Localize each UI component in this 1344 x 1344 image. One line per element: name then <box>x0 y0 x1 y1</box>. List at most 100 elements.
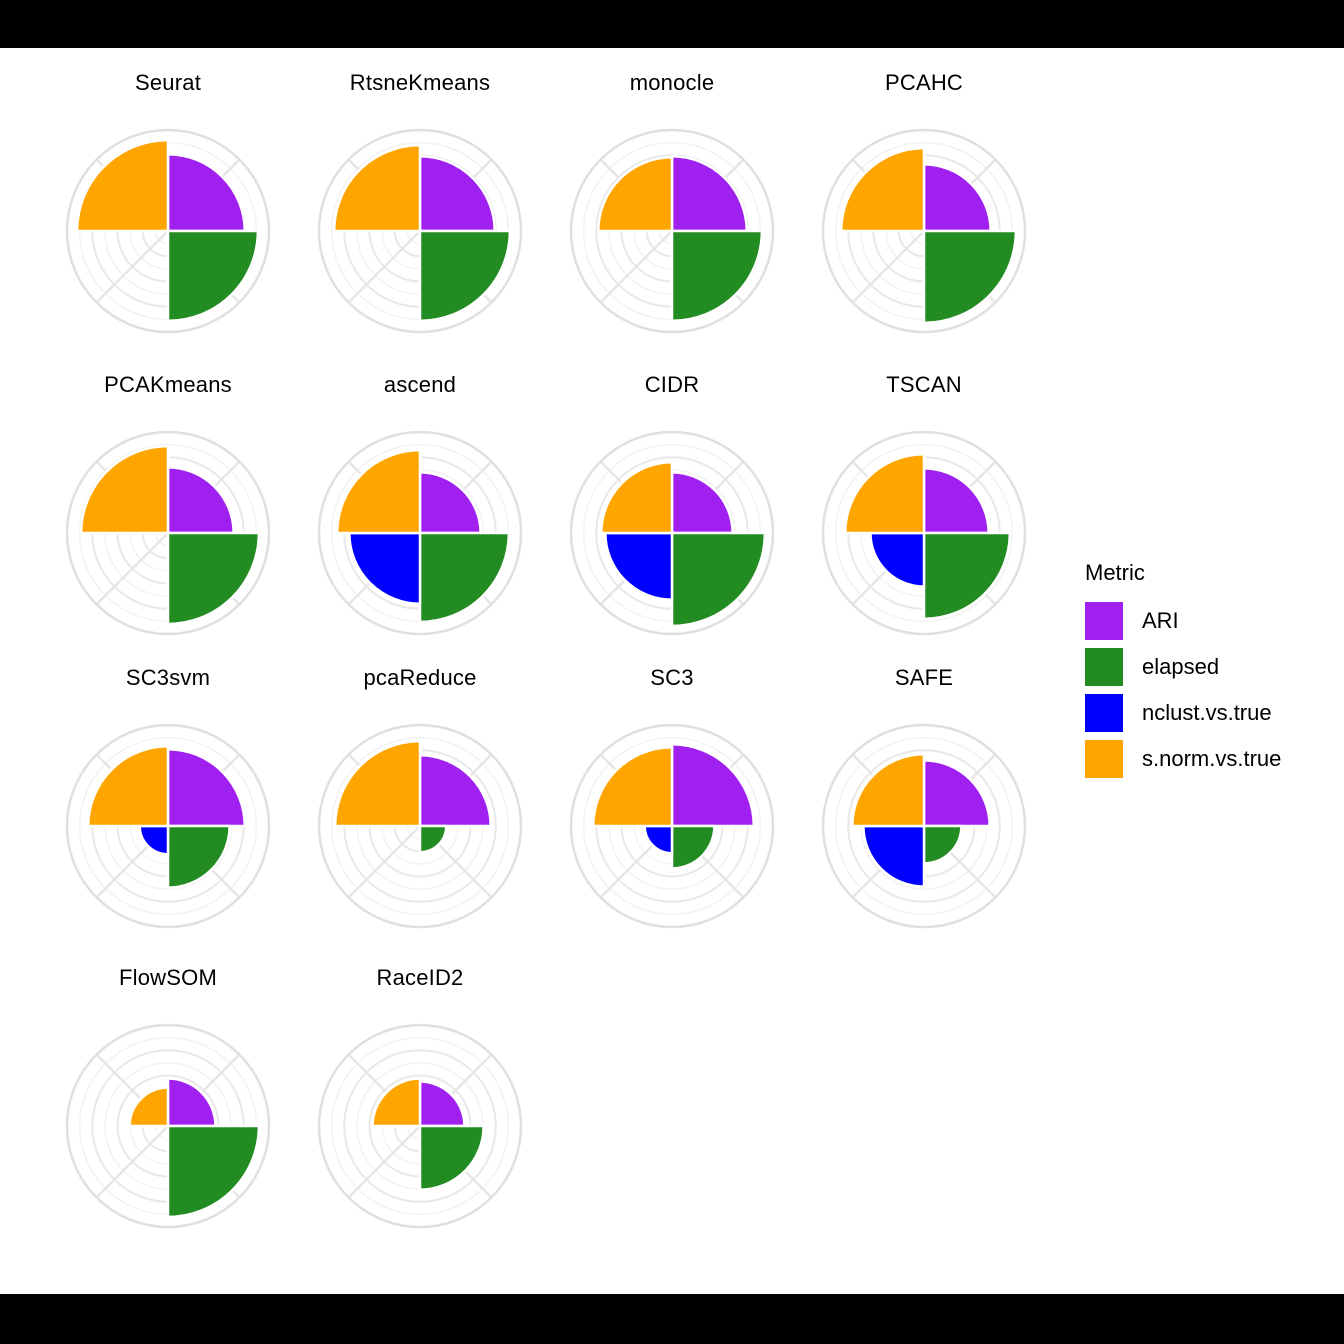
facet-panel-PCAHC: PCAHC <box>798 48 1050 348</box>
polar-chart-RaceID2 <box>317 1023 523 1229</box>
wedge-s.norm.vs.true <box>333 739 422 828</box>
facet-panel-SC3svm: SC3svm <box>42 643 294 943</box>
wedge-elapsed <box>166 824 231 889</box>
legend-swatch-nclust.vs.true <box>1085 694 1123 732</box>
facet-panel-SAFE: SAFE <box>798 643 1050 943</box>
polar-chart-Seurat <box>65 128 271 334</box>
facet-panel-ascend: ascend <box>294 350 546 650</box>
wedge-elapsed <box>166 531 261 626</box>
wedge-ARI <box>418 754 492 828</box>
wedge-nclust.vs.true <box>138 824 170 856</box>
wedge-s.norm.vs.true <box>839 146 926 233</box>
facet-title: PCAHC <box>884 70 963 95</box>
wedge-s.norm.vs.true <box>371 1077 422 1128</box>
wedge-nclust.vs.true <box>348 531 422 605</box>
facet-title: Seurat <box>134 70 202 95</box>
grid-ring-minor <box>330 736 510 916</box>
polar-chart-TSCAN <box>821 430 1027 636</box>
wedge-elapsed <box>670 824 716 870</box>
facet-panel-TSCAN: TSCAN <box>798 350 1050 650</box>
grid-ring-outer <box>65 430 271 636</box>
polar-chart-RtsneKmeans <box>317 128 523 334</box>
wedge-elapsed <box>922 531 1012 621</box>
facet-title: RtsneKmeans <box>349 70 491 95</box>
wedge-s.norm.vs.true <box>600 461 674 535</box>
facet-title: SAFE <box>894 665 954 690</box>
grid-ring-minor <box>834 736 1014 916</box>
wedge-elapsed <box>922 229 1018 325</box>
legend-label: ARI <box>1142 608 1179 633</box>
wedge-ARI <box>166 747 247 828</box>
legend-item-elapsed: elapsed <box>1085 648 1281 686</box>
polar-chart-FlowSOM <box>65 1023 271 1229</box>
legend-swatch-s.norm.vs.true <box>1085 740 1123 778</box>
wedge-s.norm.vs.true <box>86 744 170 828</box>
grid-ring-minor <box>834 443 1014 623</box>
legend-label: nclust.vs.true <box>1142 700 1272 725</box>
facet-title: RaceID2 <box>376 965 464 990</box>
grid-ring-outer <box>65 128 271 334</box>
polar-chart-SC3 <box>569 723 775 929</box>
facet-panel-pcaReduce: pcaReduce <box>294 643 546 943</box>
wedge-elapsed <box>418 1124 485 1191</box>
grid-ring-outer <box>821 430 1027 636</box>
facet-title: ascend <box>383 372 457 397</box>
facet-panel-Seurat: Seurat <box>42 48 294 348</box>
facet-panel-monocle: monocle <box>546 48 798 348</box>
polar-chart-SC3svm <box>65 723 271 929</box>
facet-title: PCAKmeans <box>104 372 232 397</box>
grid-ring-outer <box>821 723 1027 929</box>
facet-title: SC3 <box>650 665 694 690</box>
facet-panel-RtsneKmeans: RtsneKmeans <box>294 48 546 348</box>
polar-chart-SAFE <box>821 723 1027 929</box>
wedge-ARI <box>670 155 748 233</box>
wedge-elapsed <box>166 1124 261 1219</box>
wedge-nclust.vs.true <box>862 824 926 888</box>
facet-title: FlowSOM <box>119 965 217 990</box>
wedge-s.norm.vs.true <box>851 753 926 828</box>
wedge-elapsed <box>418 531 511 624</box>
legend-label: elapsed <box>1142 654 1220 679</box>
wedge-ARI <box>922 163 992 233</box>
polar-chart-ascend <box>317 430 523 636</box>
wedge-s.norm.vs.true <box>79 444 170 535</box>
wedge-s.norm.vs.true <box>843 452 926 535</box>
legend-swatch-ARI <box>1085 602 1123 640</box>
wedge-ARI <box>922 467 990 535</box>
facet-panel-FlowSOM: FlowSOM <box>42 943 294 1243</box>
legend-title: Metric <box>1085 560 1145 585</box>
wedge-ARI <box>166 152 247 233</box>
grid-ring-outer <box>317 723 523 929</box>
wedge-elapsed <box>922 824 963 865</box>
wedge-ARI <box>166 1077 217 1128</box>
wedge-elapsed <box>670 229 764 323</box>
polar-chart-PCAHC <box>821 128 1027 334</box>
wedge-ARI <box>418 1080 466 1128</box>
facet-panels-container: Seurat RtsneKmeans monocle PCAHC PCAKmeans as… <box>0 48 1060 1294</box>
grid-ring-minor <box>78 736 258 916</box>
grid-ring-outer <box>317 128 523 334</box>
grid-ring-outer <box>569 128 775 334</box>
legend-item-nclust.vs.true: nclust.vs.true <box>1085 694 1281 732</box>
grid-ring-major <box>847 749 1001 903</box>
legend-item-ARI: ARI <box>1085 602 1281 640</box>
grid-ring-minor <box>330 1036 510 1216</box>
polar-chart-PCAKmeans <box>65 430 271 636</box>
wedge-s.norm.vs.true <box>128 1086 170 1128</box>
grid-ring-outer <box>569 723 775 929</box>
wedge-elapsed <box>166 229 260 323</box>
wedge-elapsed <box>418 229 512 323</box>
legend-swatch-elapsed <box>1085 648 1123 686</box>
facet-title: pcaReduce <box>363 665 477 690</box>
facet-panel-CIDR: CIDR <box>546 350 798 650</box>
grid-ring-outer <box>821 128 1027 334</box>
plot-canvas: Seurat RtsneKmeans monocle PCAHC PCAKmeans as… <box>0 48 1344 1294</box>
wedge-ARI <box>166 466 235 535</box>
legend-items: ARI elapsed nclust.vs.true s.norm.vs.true <box>1085 602 1281 778</box>
facet-title: TSCAN <box>886 372 962 397</box>
legend-item-s.norm.vs.true: s.norm.vs.true <box>1085 740 1281 778</box>
wedge-elapsed <box>670 531 767 628</box>
grid-ring-minor <box>582 736 762 916</box>
facet-panel-PCAKmeans: PCAKmeans <box>42 350 294 650</box>
wedge-elapsed <box>418 824 448 854</box>
